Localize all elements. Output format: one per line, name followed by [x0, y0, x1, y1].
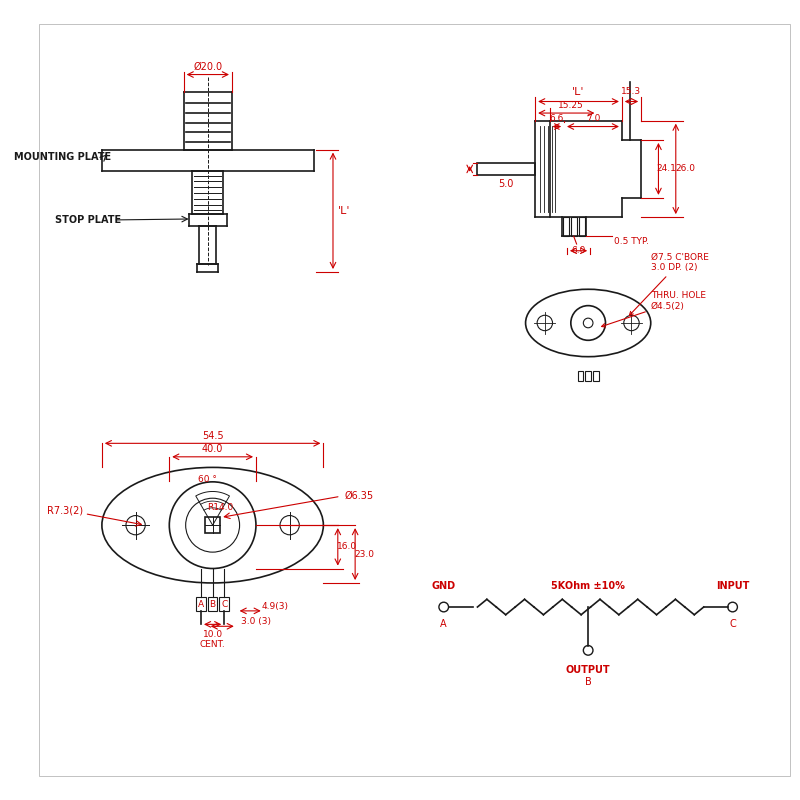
Text: C: C: [730, 619, 736, 630]
Text: 54.5: 54.5: [202, 430, 223, 441]
Text: Ø6.35: Ø6.35: [345, 491, 374, 502]
Text: 6.0: 6.0: [571, 246, 586, 255]
Text: 'L': 'L': [572, 87, 585, 97]
Text: OUTPUT: OUTPUT: [566, 665, 610, 674]
Text: GND: GND: [432, 581, 456, 591]
Text: 7.0: 7.0: [586, 114, 600, 123]
Text: THRU. HOLE
Ø4.5(2): THRU. HOLE Ø4.5(2): [602, 291, 706, 327]
Text: R14.0: R14.0: [207, 503, 234, 512]
Text: 23.0: 23.0: [354, 550, 374, 558]
Text: 26.0: 26.0: [675, 165, 695, 174]
Text: B: B: [210, 600, 216, 609]
Text: 0.5 TYP.: 0.5 TYP.: [614, 237, 649, 246]
Text: R7.3(2): R7.3(2): [46, 506, 82, 516]
Text: A: A: [198, 600, 204, 609]
Bar: [579, 217, 585, 236]
Text: 10.0
CENT.: 10.0 CENT.: [200, 630, 226, 650]
Bar: [205, 518, 220, 533]
Text: 40.0: 40.0: [202, 444, 223, 454]
Text: 16.0: 16.0: [338, 542, 358, 551]
Text: 5.0: 5.0: [498, 179, 514, 190]
Bar: [478, 163, 535, 174]
Text: 'L': 'L': [338, 206, 350, 216]
Text: C: C: [221, 600, 227, 609]
Bar: [593, 371, 598, 381]
Text: STOP PLATE: STOP PLATE: [55, 215, 121, 225]
Bar: [571, 217, 577, 236]
Text: 5KOhm ±10%: 5KOhm ±10%: [551, 581, 625, 591]
Text: Ø7.5 C'BORE
3.0 DP. (2): Ø7.5 C'BORE 3.0 DP. (2): [630, 253, 709, 315]
Text: 3.0 (3): 3.0 (3): [241, 617, 271, 626]
Text: Ø20.0: Ø20.0: [194, 62, 222, 72]
Text: B: B: [585, 677, 591, 687]
Bar: [586, 371, 591, 381]
Text: 15.25: 15.25: [558, 101, 584, 110]
Text: 15.3: 15.3: [622, 87, 642, 96]
Text: MOUNTING PLATE: MOUNTING PLATE: [14, 152, 111, 162]
Bar: [208, 598, 218, 611]
Bar: [578, 371, 583, 381]
Text: INPUT: INPUT: [716, 581, 750, 591]
Text: 6.6: 6.6: [549, 114, 563, 123]
Bar: [196, 598, 206, 611]
Text: 60 °: 60 °: [198, 475, 218, 485]
Text: 24.1: 24.1: [656, 165, 676, 174]
Bar: [219, 598, 229, 611]
Text: 4.9(3): 4.9(3): [262, 602, 289, 610]
Bar: [563, 217, 569, 236]
Text: A: A: [441, 619, 447, 630]
